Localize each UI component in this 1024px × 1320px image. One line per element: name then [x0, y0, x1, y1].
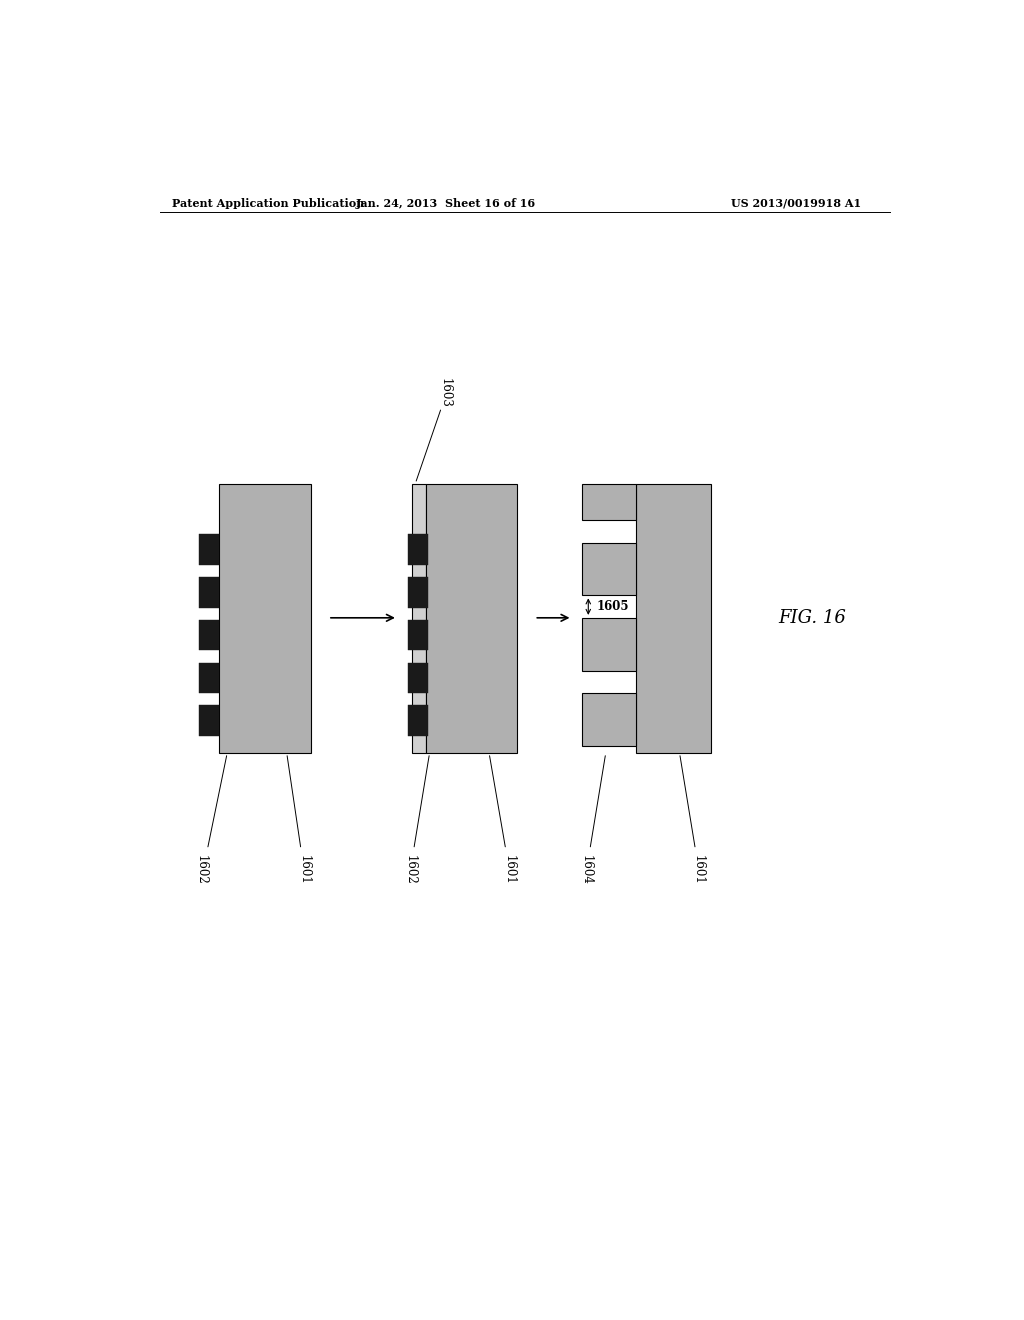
Bar — [582, 618, 636, 671]
Bar — [409, 663, 428, 693]
Text: 1601: 1601 — [298, 854, 310, 884]
Text: 1601: 1601 — [692, 854, 706, 884]
Bar — [409, 535, 428, 565]
Bar — [200, 620, 219, 651]
Bar — [409, 577, 428, 607]
Text: Jan. 24, 2013  Sheet 16 of 16: Jan. 24, 2013 Sheet 16 of 16 — [355, 198, 536, 209]
Text: 1601: 1601 — [503, 854, 515, 884]
Bar — [409, 620, 428, 651]
Text: US 2013/0019918 A1: US 2013/0019918 A1 — [731, 198, 861, 209]
Bar — [426, 483, 517, 752]
Bar — [200, 577, 219, 607]
Bar — [582, 483, 636, 520]
Bar — [219, 483, 310, 752]
Bar — [200, 663, 219, 693]
Text: 1605: 1605 — [596, 601, 629, 612]
Bar — [412, 483, 426, 752]
Bar — [582, 543, 636, 595]
Text: 1602: 1602 — [403, 854, 416, 884]
Bar — [200, 705, 219, 735]
Text: 1602: 1602 — [195, 854, 208, 884]
Text: Patent Application Publication: Patent Application Publication — [172, 198, 364, 209]
Text: FIG. 16: FIG. 16 — [778, 609, 847, 627]
Text: 1603: 1603 — [439, 378, 452, 408]
Bar — [582, 693, 636, 746]
Bar — [636, 483, 712, 752]
Text: 1604: 1604 — [580, 854, 593, 884]
Bar — [409, 705, 428, 735]
Bar — [200, 535, 219, 565]
